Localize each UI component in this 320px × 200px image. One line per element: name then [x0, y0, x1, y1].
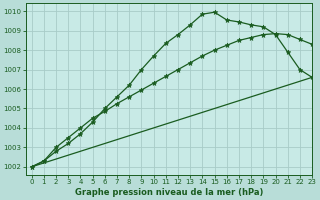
- X-axis label: Graphe pression niveau de la mer (hPa): Graphe pression niveau de la mer (hPa): [75, 188, 263, 197]
